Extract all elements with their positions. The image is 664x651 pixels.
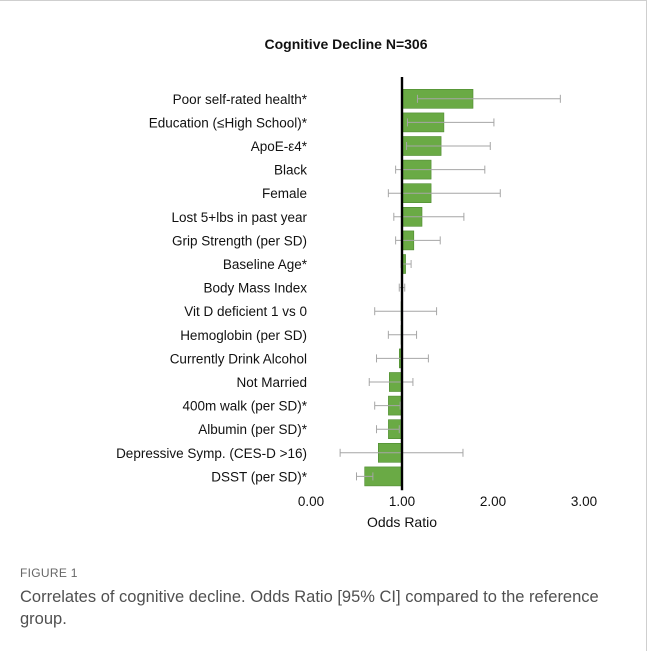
category-label: Not Married xyxy=(236,375,307,390)
category-label: Body Mass Index xyxy=(203,281,307,296)
x-tick-label: 2.00 xyxy=(480,494,506,509)
category-label: Baseline Age* xyxy=(223,257,308,272)
category-label: Depressive Symp. (CES-D >16) xyxy=(116,446,307,461)
category-label: Lost 5+lbs in past year xyxy=(172,210,308,225)
category-label: Female xyxy=(262,186,307,201)
x-tick-label: 0.00 xyxy=(298,494,324,509)
category-label: Poor self-rated health* xyxy=(173,92,308,107)
category-labels: Poor self-rated health* Education (≤High … xyxy=(116,92,308,485)
bars-layer xyxy=(339,89,561,487)
chart: Cognitive Decline N=306 Poor self-rated … xyxy=(116,36,597,530)
figure-frame xyxy=(0,0,647,651)
x-tick-label: 3.00 xyxy=(571,494,597,509)
x-tick-label: 1.00 xyxy=(389,494,415,509)
figure-caption: Correlates of cognitive decline. Odds Ra… xyxy=(20,588,599,628)
category-label: DSST (per SD)* xyxy=(211,469,308,484)
category-label: 400m walk (per SD)* xyxy=(182,399,307,414)
category-label: Currently Drink Alcohol xyxy=(170,351,307,366)
category-label: Vit D deficient 1 vs 0 xyxy=(184,304,307,319)
figure-label: FIGURE 1 xyxy=(20,566,78,580)
category-label: Grip Strength (per SD) xyxy=(172,233,307,248)
category-label: Albumin (per SD)* xyxy=(198,422,308,437)
x-axis: 0.00 1.00 2.00 3.00 xyxy=(298,77,597,509)
category-label: Education (≤High School)* xyxy=(149,115,308,130)
category-label: ApoE-ε4* xyxy=(251,139,308,154)
category-label: Hemoglobin (per SD) xyxy=(180,328,307,343)
x-axis-label: Odds Ratio xyxy=(367,514,437,530)
chart-title: Cognitive Decline N=306 xyxy=(264,36,427,52)
category-label: Black xyxy=(274,163,307,178)
